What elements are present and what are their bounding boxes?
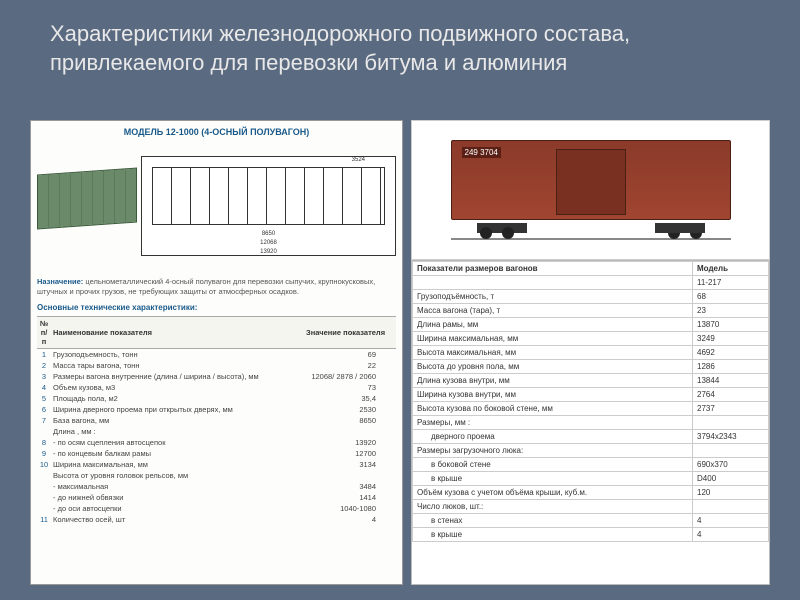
table-row: 2Масса тары вагона, тонн22 (37, 360, 396, 371)
table-row: дверного проема3794x2343 (413, 430, 769, 444)
table-row: Масса вагона (тара), т23 (413, 304, 769, 318)
table-row: Объём кузова с учетом объёма крыши, куб.… (413, 486, 769, 500)
table-row: в крышеD400 (413, 472, 769, 486)
slide-title: Характеристики железнодорожного подвижно… (0, 0, 800, 87)
table-row: - максимальная3484 (37, 481, 396, 492)
table-row: Высота до уровня пола, мм1286 (413, 360, 769, 374)
wagon-drawing: 3524 8650 12068 13920 (37, 141, 396, 271)
table-row: 11Количество осей, шт4 (37, 514, 396, 525)
boxcar-photo: 249 3704 (411, 120, 770, 260)
table-row: Высота кузова по боковой стене, мм2737 (413, 402, 769, 416)
table-row: 4Объем кузова, м373 (37, 382, 396, 393)
table-row: Грузоподъёмность, т68 (413, 290, 769, 304)
table-row: Размеры загрузочного люка: (413, 444, 769, 458)
table-row: 1Грузоподъемность, тонн69 (37, 348, 396, 360)
table-row: - до оси автосцепки1040-1080 (37, 503, 396, 514)
table-row: 5Площадь пола, м235,4 (37, 393, 396, 404)
table-row: - до нижней обвязки1414 (37, 492, 396, 503)
right-panel: 249 3704 Показатели размеров вагонов Мод… (411, 120, 770, 585)
table-row: 9- по концевым балкам рамы12700 (37, 448, 396, 459)
content-area: МОДЕЛЬ 12-1000 (4-ОСНЫЙ ПОЛУВАГОН) 3524 … (30, 120, 770, 585)
purpose-text: Назначение: цельнометаллический 4-осный … (37, 277, 396, 297)
model-header: МОДЕЛЬ 12-1000 (4-ОСНЫЙ ПОЛУВАГОН) (37, 127, 396, 137)
table-row: Длина , мм : (37, 426, 396, 437)
table-row: Число люков, шт.: (413, 500, 769, 514)
table-row: 10Ширина максимальная, мм3134 (37, 459, 396, 470)
table-row: Ширина максимальная, мм3249 (413, 332, 769, 346)
table-row: Высота от уровня головок рельсов, мм (37, 470, 396, 481)
table-row: 3Размеры вагона внутренние (длина / шири… (37, 371, 396, 382)
table-row: 7База вагона, мм8650 (37, 415, 396, 426)
table-row: Размеры, мм : (413, 416, 769, 430)
table-row: в крыше4 (413, 528, 769, 542)
left-spec-table: № п/п Наименование показателя Значение п… (37, 316, 396, 525)
table-row: Высота максимальная, мм4692 (413, 346, 769, 360)
right-spec-table: Показатели размеров вагонов Модель 11-21… (412, 261, 769, 542)
table-row: 8- по осям сцепления автосцепок13920 (37, 437, 396, 448)
section-title: Основные технические характеристики: (37, 303, 396, 312)
table-row: 6Ширина дверного проема при открытых две… (37, 404, 396, 415)
left-panel: МОДЕЛЬ 12-1000 (4-ОСНЫЙ ПОЛУВАГОН) 3524 … (30, 120, 403, 585)
table-row: Длина кузова внутри, мм13844 (413, 374, 769, 388)
table-row: в стенах4 (413, 514, 769, 528)
table-row: Ширина кузова внутри, мм2764 (413, 388, 769, 402)
table-row: в боковой стене690x370 (413, 458, 769, 472)
table-row: Длина рамы, мм13870 (413, 318, 769, 332)
